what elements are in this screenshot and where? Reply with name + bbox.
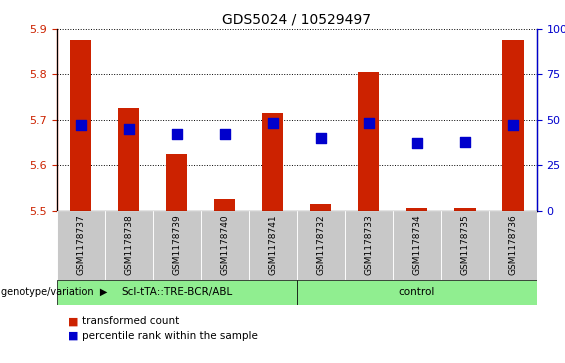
FancyBboxPatch shape <box>201 211 249 280</box>
Text: GSM1178732: GSM1178732 <box>316 214 325 275</box>
Text: transformed count: transformed count <box>82 316 179 326</box>
Text: GSM1178733: GSM1178733 <box>364 214 373 275</box>
FancyBboxPatch shape <box>56 211 105 280</box>
Point <box>508 122 518 128</box>
FancyBboxPatch shape <box>153 211 201 280</box>
Bar <box>118 109 140 211</box>
FancyBboxPatch shape <box>249 211 297 280</box>
Text: Scl-tTA::TRE-BCR/ABL: Scl-tTA::TRE-BCR/ABL <box>121 287 232 297</box>
Text: ■: ■ <box>68 331 79 341</box>
FancyBboxPatch shape <box>393 211 441 280</box>
Bar <box>214 199 236 211</box>
Point <box>316 135 325 141</box>
Bar <box>454 208 476 211</box>
FancyBboxPatch shape <box>345 211 393 280</box>
Bar <box>310 204 332 211</box>
FancyBboxPatch shape <box>297 211 345 280</box>
Point <box>220 131 229 137</box>
Bar <box>502 40 524 211</box>
Point <box>76 122 85 128</box>
FancyBboxPatch shape <box>441 211 489 280</box>
Bar <box>166 154 188 211</box>
Text: GSM1178739: GSM1178739 <box>172 214 181 275</box>
FancyBboxPatch shape <box>105 211 153 280</box>
Point <box>172 131 181 137</box>
Text: GSM1178735: GSM1178735 <box>460 214 469 275</box>
Text: GSM1178738: GSM1178738 <box>124 214 133 275</box>
Point <box>412 140 421 146</box>
Text: GSM1178737: GSM1178737 <box>76 214 85 275</box>
Text: GSM1178741: GSM1178741 <box>268 214 277 275</box>
Point <box>460 139 469 144</box>
FancyBboxPatch shape <box>489 211 537 280</box>
Point <box>364 121 373 126</box>
FancyBboxPatch shape <box>297 280 537 305</box>
Text: genotype/variation  ▶: genotype/variation ▶ <box>1 287 107 297</box>
Bar <box>406 208 428 211</box>
Text: GSM1178740: GSM1178740 <box>220 214 229 275</box>
Bar <box>69 40 92 211</box>
Bar <box>358 72 380 211</box>
Point <box>124 126 133 132</box>
Text: ■: ■ <box>68 316 79 326</box>
FancyBboxPatch shape <box>56 280 297 305</box>
Point <box>268 121 277 126</box>
Text: control: control <box>398 287 435 297</box>
Text: percentile rank within the sample: percentile rank within the sample <box>82 331 258 341</box>
Bar <box>262 113 284 211</box>
Title: GDS5024 / 10529497: GDS5024 / 10529497 <box>222 12 371 26</box>
Text: GSM1178736: GSM1178736 <box>508 214 517 275</box>
Text: GSM1178734: GSM1178734 <box>412 214 421 275</box>
